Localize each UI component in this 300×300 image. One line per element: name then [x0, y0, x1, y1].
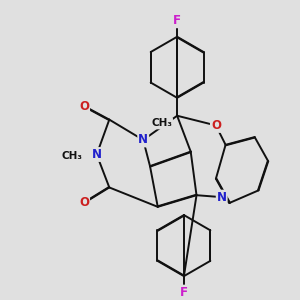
Text: F: F: [180, 286, 188, 298]
Text: O: O: [79, 196, 89, 209]
Text: CH₃: CH₃: [62, 152, 83, 161]
Text: F: F: [173, 14, 181, 27]
Text: N: N: [92, 148, 102, 161]
Text: O: O: [211, 119, 221, 132]
Text: N: N: [138, 134, 148, 146]
Text: O: O: [79, 100, 89, 112]
Text: CH₃: CH₃: [151, 118, 172, 128]
Text: N: N: [217, 190, 227, 204]
